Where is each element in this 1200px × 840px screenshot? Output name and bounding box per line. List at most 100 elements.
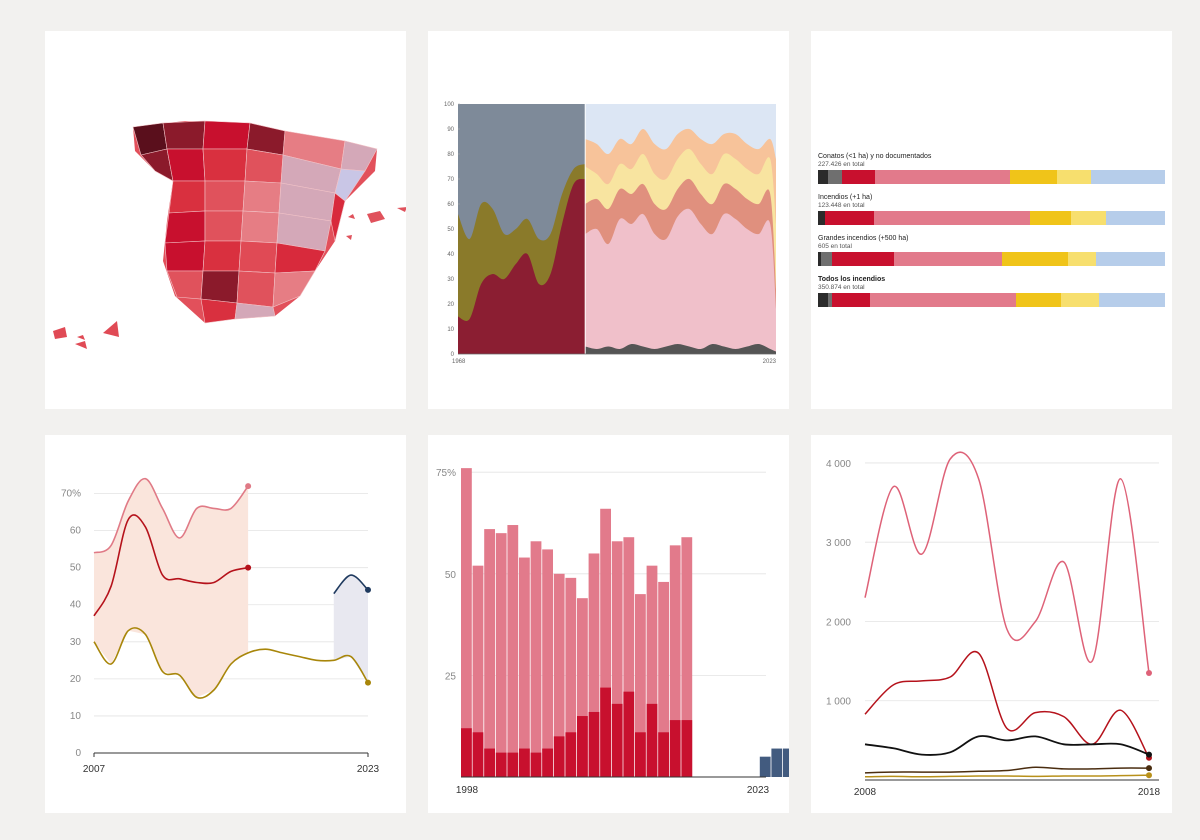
column-total	[461, 468, 472, 777]
column-red	[658, 732, 669, 777]
column-total	[565, 577, 577, 777]
map-region	[166, 270, 204, 300]
y-tick-label: 90	[447, 127, 454, 133]
map-region	[162, 120, 206, 150]
bar-segment-pink	[875, 170, 1010, 184]
map-region	[244, 148, 284, 184]
y-tick-label: 10	[70, 711, 82, 722]
column-red	[495, 752, 507, 777]
olive-line	[93, 627, 369, 699]
y-tick-label: 30	[447, 277, 454, 283]
y-tick-label: 50	[70, 563, 82, 574]
y-tick-label: 10	[447, 327, 454, 333]
column-total	[484, 529, 495, 777]
bar-segment-black	[818, 293, 829, 307]
x-tick-label-end: 2023	[747, 785, 770, 796]
y-tick-label: 2 000	[826, 617, 851, 628]
bar-stack	[818, 211, 1165, 225]
black-line	[864, 735, 1150, 756]
bar-segment-black	[818, 211, 825, 225]
column-red	[565, 732, 577, 777]
bar-segment-yellow	[1001, 252, 1068, 266]
bar-segment-pink	[873, 211, 1030, 225]
bar-segment-lightyellow	[1071, 211, 1106, 225]
y-tick-label: 1 000	[826, 697, 851, 708]
brown-line-endpoint	[1146, 765, 1152, 772]
stacked-column-chart: 25 50 75% 1998 2023	[436, 468, 789, 796]
map-region	[164, 240, 206, 272]
bar-stack	[818, 170, 1165, 184]
y-tick-label: 70%	[61, 489, 81, 500]
y-tick-label: 0	[75, 748, 81, 759]
column-total	[542, 549, 553, 777]
bar-row-subtitle: 227.426 en total	[818, 161, 865, 168]
pink-line	[864, 451, 1150, 674]
column-red	[472, 732, 484, 777]
map-region	[330, 192, 346, 242]
x-tick-label-start: 2008	[854, 787, 877, 798]
map-region	[204, 210, 244, 242]
x-tick-label-start: 2007	[83, 764, 106, 775]
stacked-area-panel: 0 10 20 30 40 50 60 70 80 90 100 1968 2023	[428, 31, 789, 409]
column-navy	[771, 748, 783, 777]
canary-island	[75, 341, 87, 349]
column-red	[611, 703, 623, 777]
column-red	[635, 732, 646, 777]
percent-line-chart: 0 10 20 30 40 50 60 70% 2007 2023	[61, 477, 380, 775]
column-total	[669, 545, 681, 777]
column-total	[600, 508, 611, 777]
y-tick-label: 25	[445, 671, 457, 682]
column-red	[577, 716, 588, 777]
column-red	[623, 691, 635, 777]
map-region	[272, 270, 316, 308]
y-tick-label: 40	[70, 600, 82, 611]
bar-row: Incendios (+1 ha) 123.448 en total	[818, 194, 1165, 225]
x-tick-label-end: 2023	[357, 764, 380, 775]
y-tick-label: 100	[444, 102, 455, 108]
stacked-bars-panel: Conatos (<1 ha) y no documentados 227.426…	[811, 31, 1172, 409]
gold-line	[864, 774, 1150, 778]
bar-segment-yellow	[1010, 170, 1058, 184]
y-tick-label: 20	[447, 302, 454, 308]
bar-row-subtitle: 605 en total	[818, 243, 852, 250]
x-tick-label-start: 1998	[456, 785, 479, 796]
map-region	[238, 240, 278, 274]
bar-segment-black	[818, 170, 829, 184]
y-tick-label: 40	[447, 252, 454, 258]
column-red	[669, 720, 681, 777]
column-red	[681, 720, 693, 777]
bar-segment-blue	[1099, 293, 1165, 307]
map-region	[202, 240, 242, 272]
percent-lines-panel: 0 10 20 30 40 50 60 70% 2007 2023	[45, 435, 406, 813]
bar-segment-red	[831, 252, 895, 266]
bar-segment-red	[841, 170, 876, 184]
map-region	[240, 210, 280, 244]
bar-row-subtitle: 350.874 en total	[818, 284, 865, 291]
pink-line-endpoint	[245, 483, 252, 490]
bar-stack	[818, 252, 1165, 266]
bar-segment-blue	[1090, 170, 1165, 184]
column-red	[553, 736, 565, 777]
map-region	[200, 298, 238, 324]
balearic-island	[346, 235, 352, 240]
navy-line	[333, 574, 369, 595]
balearic-island	[348, 214, 355, 219]
column-red	[600, 687, 611, 777]
column-total	[495, 533, 507, 777]
map-region	[242, 180, 282, 214]
bar-segment-grey	[828, 170, 842, 184]
map-region	[202, 148, 248, 182]
column-total	[681, 537, 693, 777]
bar-segment-yellow	[1029, 211, 1072, 225]
balearic-island	[397, 207, 406, 212]
map-region	[200, 270, 240, 304]
column-red	[507, 752, 519, 777]
column-total	[588, 553, 600, 777]
column-red	[646, 703, 658, 777]
gold-line-endpoint	[1146, 772, 1152, 779]
bar-segment-yellow	[1015, 293, 1061, 307]
column-red	[461, 728, 472, 777]
range-band-1	[94, 478, 249, 698]
map-region	[202, 120, 251, 150]
y-tick-label: 3 000	[826, 538, 851, 549]
